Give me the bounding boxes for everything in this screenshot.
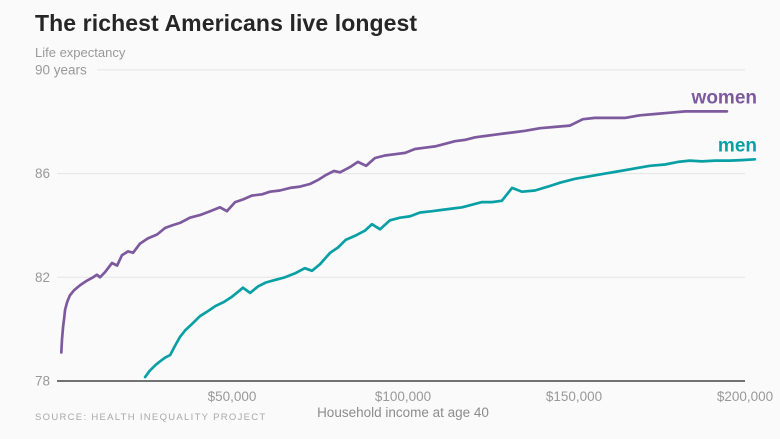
x-tick-label-100000: $100,000 xyxy=(375,389,431,404)
x-axis-title: Household income at age 40 xyxy=(317,405,489,420)
source-attribution: SOURCE: HEALTH INEQUALITY PROJECT xyxy=(35,412,267,423)
y-tick-label-90: 90 years xyxy=(35,62,87,77)
y-tick-label-86: 86 xyxy=(35,166,50,181)
x-tick-label-200000: $200,000 xyxy=(717,389,773,404)
women-line-label: women xyxy=(691,87,757,108)
women-line xyxy=(59,110,729,354)
page-title: The richest Americans live longest xyxy=(35,10,418,36)
men-line xyxy=(143,157,757,379)
y-tick-label-78: 78 xyxy=(35,374,50,389)
men-line-label: men xyxy=(718,135,757,156)
x-tick-label-50000: $50,000 xyxy=(208,389,257,404)
y-tick-label-82: 82 xyxy=(35,270,50,285)
x-tick-label-150000: $150,000 xyxy=(546,389,602,404)
y-axis-title: Life expectancy xyxy=(35,45,126,60)
